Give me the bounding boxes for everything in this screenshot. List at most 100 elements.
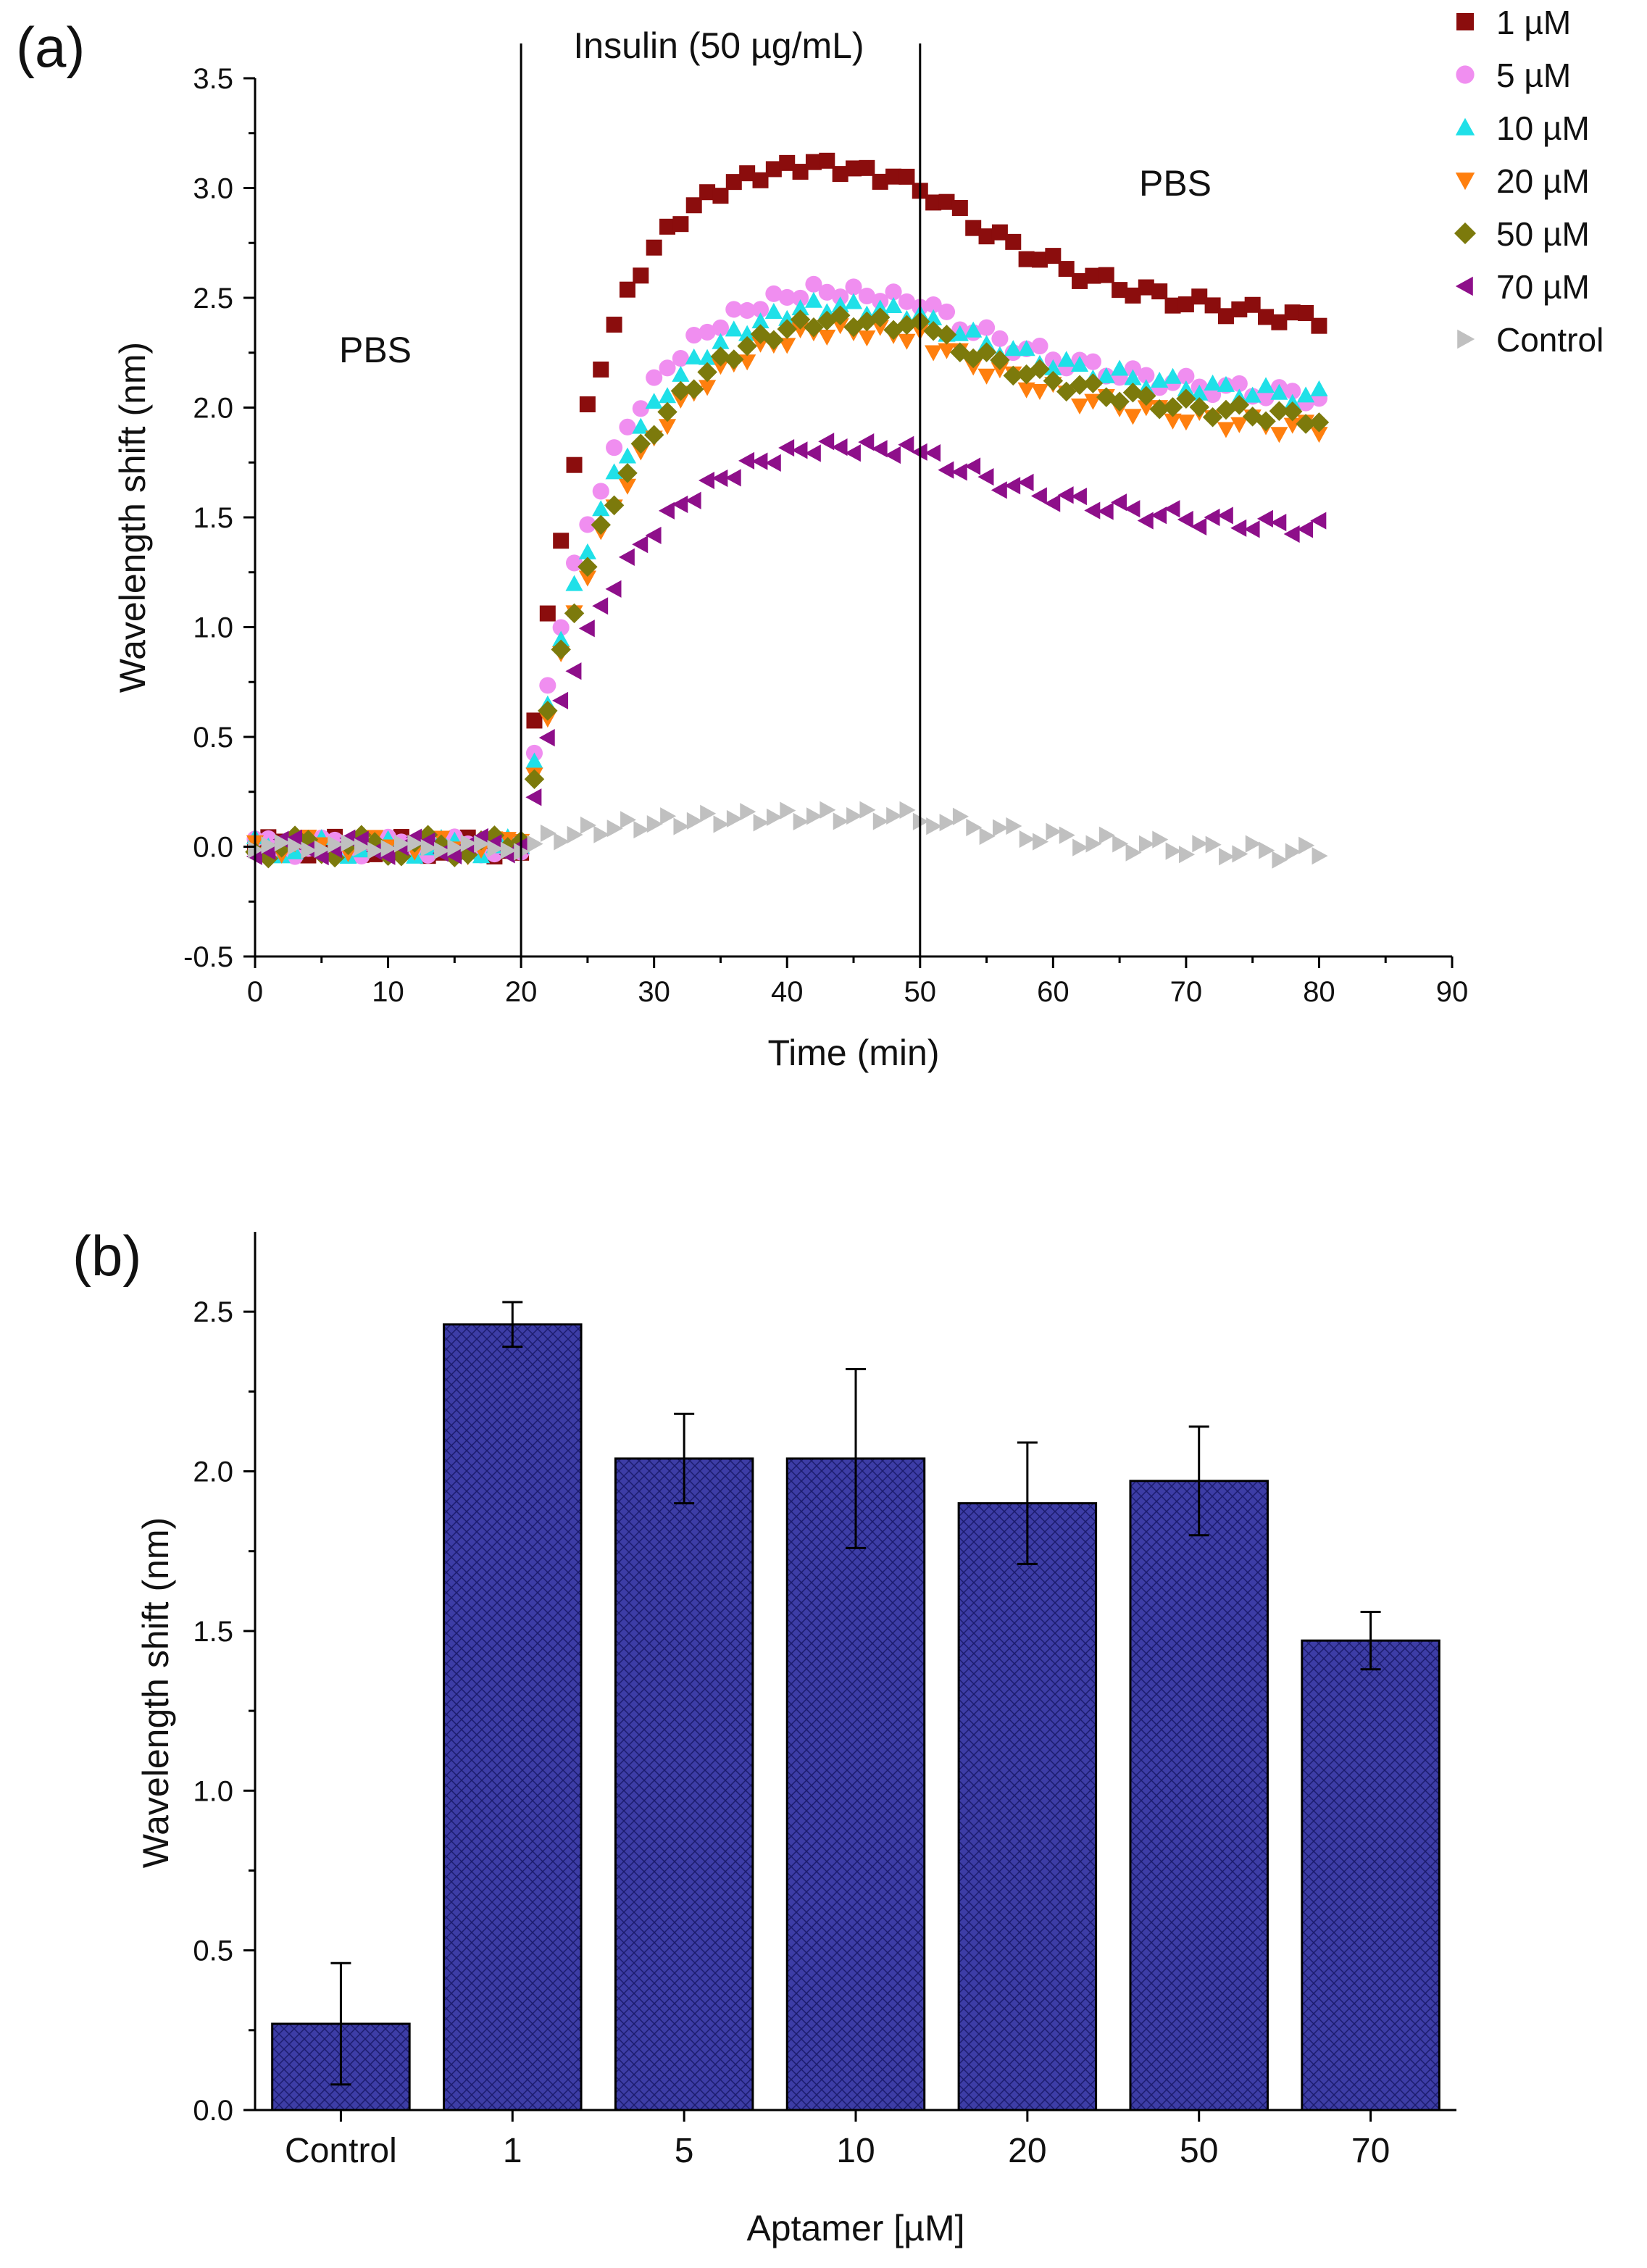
- panel-a-point: [713, 815, 730, 833]
- panel-a-point: [737, 335, 757, 357]
- panel-a-point: [1017, 382, 1035, 399]
- panel-a-x-tick-label: 70: [1170, 976, 1203, 1008]
- panel-a-legend-label: 10 µM: [1496, 109, 1590, 147]
- panel-a-point: [1111, 493, 1127, 512]
- panel-a-point: [643, 425, 664, 446]
- panel-a-point: [1245, 835, 1262, 853]
- panel-a-x-tick-label: 40: [771, 976, 804, 1008]
- panel-a-point: [1005, 233, 1022, 250]
- panel-a-point: [806, 807, 823, 825]
- panel-a-point: [1017, 473, 1034, 491]
- panel-a-point: [1044, 494, 1061, 512]
- panel-a-point: [1057, 351, 1075, 367]
- panel-a-point: [460, 834, 477, 852]
- panel-b-bar: [785, 1457, 926, 2111]
- panel-b-bar: [443, 1323, 583, 2111]
- panel-b-x-tick-label: 1: [503, 2132, 522, 2170]
- panel-a-point: [474, 835, 491, 853]
- panel-a-point: [606, 820, 623, 838]
- panel-a-point: [872, 812, 889, 830]
- panel-b-x-tick-label: 50: [1180, 2132, 1218, 2170]
- panel-a-point: [859, 801, 876, 819]
- panel-a-point: [1177, 296, 1194, 313]
- panel-a-annotation: Insulin (50 µg/mL): [573, 25, 864, 66]
- panel-a-point: [1192, 835, 1209, 853]
- panel-a-point: [1112, 835, 1129, 853]
- panel-a-point: [1097, 502, 1114, 520]
- panel-a-point: [1177, 414, 1195, 431]
- panel-a-point: [1310, 380, 1328, 396]
- panel-a-point: [578, 556, 598, 578]
- panel-a-point: [938, 193, 955, 210]
- panel-a-point: [592, 500, 610, 517]
- panel-b-y-tick-label: 2.0: [193, 1456, 233, 1488]
- panel-a-point: [831, 296, 849, 313]
- panel-a-point: [1191, 384, 1209, 401]
- panel-a-point: [778, 438, 795, 457]
- panel-a-point: [926, 817, 943, 835]
- panel-a-point: [604, 495, 625, 516]
- panel-a-point: [886, 806, 903, 825]
- panel-a-point: [605, 463, 623, 480]
- panel-a-point: [578, 620, 595, 638]
- panel-a-point: [858, 287, 875, 305]
- panel-a-point: [966, 818, 983, 837]
- panel-a-point: [712, 319, 729, 337]
- panel-a-point: [673, 817, 690, 835]
- panel-a-point: [751, 452, 768, 470]
- panel-a-point: [1219, 848, 1235, 866]
- panel-a-point: [646, 369, 663, 386]
- panel-a-point: [1017, 340, 1035, 357]
- panel-a-legend-label: 1 µM: [1496, 4, 1571, 41]
- panel-a-point: [261, 836, 278, 854]
- panel-a-point: [685, 326, 703, 344]
- panel-a-y-axis-title: Wavelength shift (nm): [112, 342, 153, 693]
- panel-a-point: [1125, 287, 1141, 304]
- panel-a-point: [672, 216, 689, 233]
- panel-a-point: [645, 393, 663, 409]
- panel-a-point: [872, 173, 888, 190]
- panel-a-point: [579, 516, 596, 533]
- panel-a-point: [790, 309, 811, 330]
- panel-a-point: [552, 630, 570, 647]
- panel-a-point: [845, 278, 862, 296]
- panel-a-point: [831, 318, 849, 335]
- panel-a-y-tick-label: -0.5: [183, 941, 233, 973]
- panel-a-point: [751, 312, 770, 329]
- panel-a-point: [657, 401, 677, 422]
- panel-a-point: [764, 330, 784, 350]
- panel-a-point: [977, 368, 996, 385]
- panel-a-point: [939, 814, 956, 832]
- panel-a-point: [1256, 509, 1273, 528]
- panel-a-point: [698, 349, 717, 365]
- panel-a-point: [844, 444, 861, 462]
- panel-a-y-tick-label: 1.0: [193, 612, 233, 644]
- panel-a-point: [620, 811, 637, 829]
- panel-a-point: [925, 194, 942, 211]
- panel-a-point: [618, 447, 637, 464]
- panel-a-point: [1030, 384, 1049, 401]
- panel-a-point: [726, 809, 743, 828]
- panel-b-x-tick-label: 5: [675, 2132, 694, 2170]
- panel-a-point: [591, 514, 611, 535]
- panel-a-point: [1138, 279, 1154, 296]
- panel-a-point: [379, 847, 396, 865]
- panel-a-legend-label: Control: [1496, 321, 1604, 359]
- panel-a-point: [1043, 370, 1064, 391]
- panel-a-point: [936, 325, 957, 345]
- panel-a-point: [818, 329, 836, 346]
- panel-a-point: [738, 301, 756, 320]
- panel-a-point: [884, 297, 903, 314]
- panel-a-point: [990, 350, 1010, 370]
- panel-a-point: [578, 543, 596, 559]
- panel-a-point: [659, 359, 676, 377]
- panel-a-point: [780, 801, 796, 820]
- panel-a-point: [1232, 845, 1248, 863]
- panel-a-point: [1137, 512, 1154, 530]
- panel-a-point: [725, 320, 743, 337]
- panel-a-point: [1165, 842, 1182, 860]
- panel-a-point: [618, 548, 635, 567]
- panel-a-point: [670, 380, 691, 401]
- panel-a-point: [1309, 412, 1330, 433]
- panel-a-point: [672, 365, 690, 382]
